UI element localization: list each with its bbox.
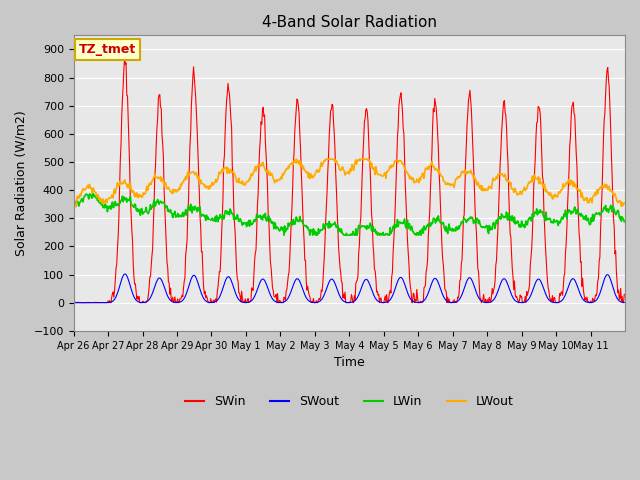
- LWout: [264, 167, 271, 173]
- LWin: [285, 223, 293, 229]
- LWin: [264, 215, 271, 221]
- SWin: [620, 291, 628, 297]
- LWout: [72, 204, 79, 210]
- Line: LWout: LWout: [74, 159, 624, 207]
- LWout: [236, 180, 244, 186]
- LWin: [70, 203, 77, 208]
- LWout: [438, 174, 446, 180]
- X-axis label: Time: Time: [334, 356, 365, 369]
- LWin: [135, 207, 143, 213]
- SWin: [70, 300, 78, 306]
- SWout: [437, 288, 445, 294]
- Legend: SWin, SWout, LWin, LWout: SWin, SWout, LWin, LWout: [180, 390, 518, 413]
- LWout: [70, 201, 77, 206]
- LWout: [407, 175, 415, 180]
- SWout: [70, 300, 77, 306]
- LWout: [135, 192, 143, 198]
- LWin: [280, 232, 288, 238]
- LWout: [292, 156, 300, 162]
- SWout: [620, 300, 628, 305]
- SWout: [121, 271, 129, 277]
- LWin: [407, 225, 415, 231]
- SWin: [237, 299, 244, 305]
- SWout: [264, 284, 271, 290]
- LWin: [438, 221, 446, 227]
- SWout: [406, 296, 414, 301]
- SWin: [407, 288, 415, 294]
- SWin: [438, 243, 446, 249]
- SWin: [264, 213, 272, 218]
- Line: SWin: SWin: [74, 57, 624, 303]
- LWin: [620, 219, 628, 225]
- Text: TZ_tmet: TZ_tmet: [79, 43, 136, 56]
- SWin: [285, 269, 293, 275]
- SWin: [121, 54, 129, 60]
- Title: 4-Band Solar Radiation: 4-Band Solar Radiation: [262, 15, 437, 30]
- SWout: [135, 299, 143, 305]
- SWout: [236, 298, 244, 304]
- LWout: [620, 200, 628, 206]
- Y-axis label: Solar Radiation (W/m2): Solar Radiation (W/m2): [15, 110, 28, 256]
- LWout: [284, 164, 292, 169]
- LWin: [89, 191, 97, 196]
- Line: LWin: LWin: [74, 193, 624, 235]
- SWin: [136, 300, 143, 306]
- LWin: [236, 216, 244, 222]
- Line: SWout: SWout: [74, 274, 624, 303]
- SWin: [70, 300, 77, 305]
- SWout: [284, 295, 292, 300]
